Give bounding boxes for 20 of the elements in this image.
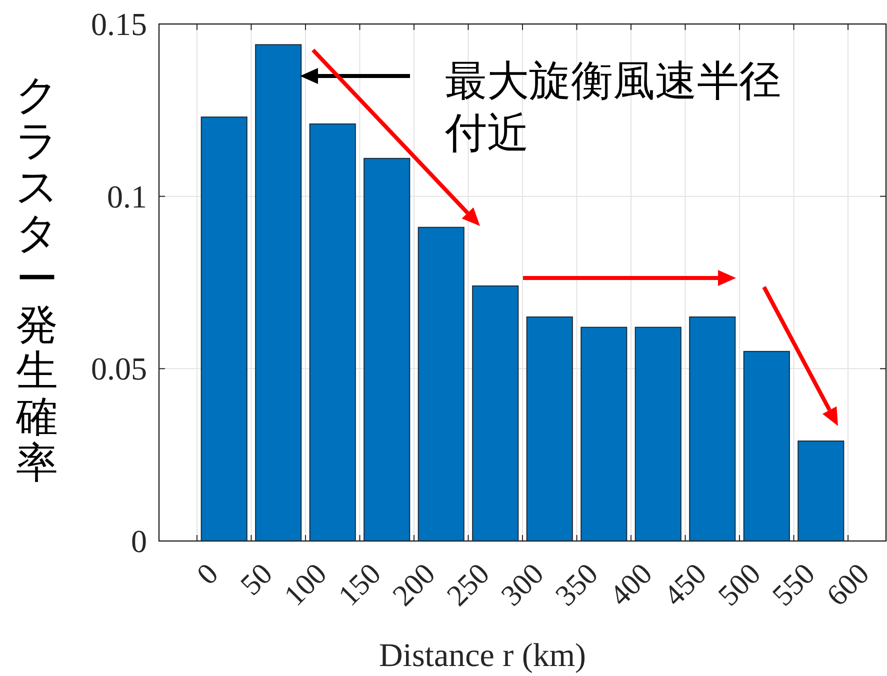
annotation: 最大旋衡風速半径付近 bbox=[444, 56, 781, 157]
x-tick-label: 150 bbox=[332, 557, 388, 612]
x-tick-label: 450 bbox=[658, 557, 713, 612]
y-tick-label: 0.15 bbox=[91, 6, 147, 42]
x-tick-label: 250 bbox=[440, 557, 496, 612]
x-tick-label: 50 bbox=[234, 557, 279, 602]
y-tick-label: 0.1 bbox=[107, 178, 147, 214]
x-tick-label: 350 bbox=[549, 557, 604, 612]
y-tick-label: 0 bbox=[131, 523, 147, 559]
x-tick-label: 200 bbox=[386, 557, 442, 612]
x-tick-label: 550 bbox=[766, 557, 822, 612]
x-tick-label: 600 bbox=[820, 557, 876, 612]
x-tick-label: 400 bbox=[604, 557, 659, 612]
x-tick-label: 0 bbox=[190, 557, 225, 592]
x-tick-label: 100 bbox=[278, 557, 334, 612]
x-tick-label: 500 bbox=[712, 557, 768, 612]
text: クラスター発生確率 bbox=[16, 70, 58, 486]
x-axis-title: Distance r (km) bbox=[378, 638, 586, 674]
y-tick-label: 0.05 bbox=[91, 350, 147, 387]
x-tick-label: 300 bbox=[495, 557, 550, 612]
